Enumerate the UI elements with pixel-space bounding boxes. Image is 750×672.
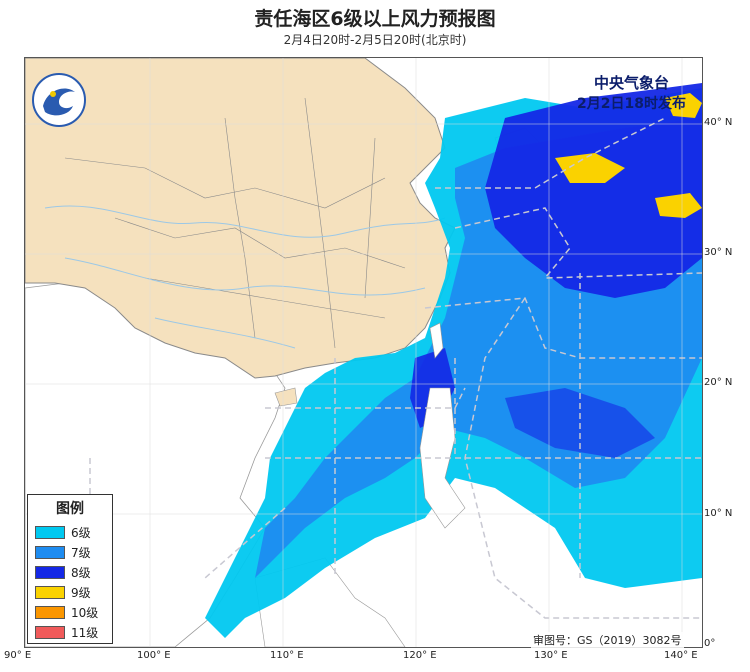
wind-level-9-area-3 [665,93,702,118]
forecast-map: 中央气象台 2月2日18时发布 [24,57,703,648]
province-borders [64,97,406,349]
legend-item-level-11: 11级 [28,622,112,642]
legend-item-level-10: 10级 [28,602,112,622]
legend-swatch [35,605,65,619]
map-canvas [25,58,702,647]
issuer-time: 2月2日18时发布 [577,96,686,112]
map-legend: 图例 6级 7级 8级 9级 10级 11级 [27,494,113,644]
graticule [25,58,702,647]
legend-swatch [35,545,65,559]
legend-label: 8级 [71,565,91,580]
cma-logo-icon [31,72,87,128]
legend-swatch [35,625,65,639]
lon-label-90: 90° E [4,650,32,661]
legend-item-level-7: 7级 [28,542,112,562]
lat-label-10: 10° N [704,508,733,519]
issuer-block: 中央气象台 2月2日18时发布 [577,72,686,113]
lon-label-120: 120° E [403,650,437,661]
wind-level-9-area-1 [555,153,625,183]
legend-label: 10级 [71,605,99,620]
legend-swatch [35,565,65,579]
legend-label: 7级 [71,545,91,560]
legend-swatch [35,585,65,599]
lon-label-130: 130° E [534,650,568,661]
legend-title: 图例 [56,501,84,517]
lat-label-40: 40° N [704,117,733,128]
lat-label-20: 20° N [704,377,733,388]
legend-label: 9级 [71,585,91,600]
lon-label-140: 140° E [664,650,698,661]
philippines-land [419,387,466,529]
map-title: 责任海区6级以上风力预报图 [254,8,496,30]
lat-label-0: 0° [704,638,716,649]
lon-label-110: 110° E [270,650,304,661]
legend-swatch [35,525,65,539]
legend-item-level-9: 9级 [28,582,112,602]
sea-zone-lines [89,117,702,647]
legend-label: 6级 [71,525,91,540]
map-approval-number: 审图号：GS（2019）3082号 [531,632,684,648]
map-subtitle: 2月4日20时-2月5日20时(北京时) [283,33,467,47]
wind-level-9-area-2 [655,193,702,218]
legend-item-level-8: 8级 [28,562,112,582]
hainan-land [274,387,298,407]
wind-level-8-area-north [485,83,702,298]
issuer-org: 中央气象台 [593,74,669,92]
lon-label-100: 100° E [137,650,171,661]
legend-label: 11级 [71,625,99,640]
taiwan-land [429,322,444,359]
lat-label-30: 30° N [704,247,733,258]
rivers [44,205,446,349]
legend-item-level-6: 6级 [28,522,112,542]
